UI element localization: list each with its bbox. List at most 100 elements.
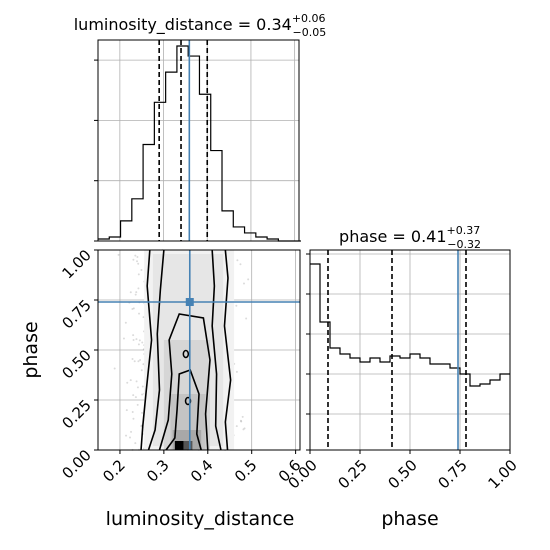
sample-point	[247, 278, 250, 281]
sample-point	[139, 359, 142, 362]
sample-point	[132, 334, 135, 337]
ld-hist-frame	[97, 39, 300, 242]
x-tick-label: 0.75	[434, 456, 470, 492]
sample-point	[133, 360, 136, 363]
sample-point	[125, 409, 128, 412]
sample-point	[131, 307, 134, 310]
sample-point	[141, 385, 144, 388]
x-axis-label-phase: phase	[381, 508, 438, 530]
sample-point	[134, 442, 137, 445]
2d-ytick-labels: 0.00 0.25 0.50 0.75 1.00	[58, 246, 98, 482]
sample-point	[131, 358, 134, 361]
sample-point	[235, 425, 238, 428]
title-minus: −0.32	[447, 238, 481, 251]
y-tick-label: 0.00	[58, 446, 94, 482]
y-tick-label: 1.00	[58, 246, 94, 282]
x-tick-label: 0.2	[99, 456, 129, 486]
2d-truth-marker	[185, 298, 194, 306]
ld-phase-2d-panel: 0.2 0.3 0.4 0.5 0.6 0.000.250.500.751.00 lum…	[20, 246, 304, 530]
ph-title: phase = 0.41+0.37 −0.32	[339, 224, 481, 251]
sample-point	[132, 258, 135, 261]
sample-point	[142, 316, 145, 319]
sample-point	[129, 291, 132, 294]
sample-point	[236, 259, 239, 262]
sample-point	[113, 367, 116, 370]
title-plus: +0.06	[292, 12, 326, 25]
contour-line	[140, 249, 153, 451]
sample-point	[242, 282, 245, 285]
sample-point	[136, 403, 139, 406]
y-tick-label: 0.25	[58, 396, 94, 432]
ph-histogram-step	[310, 263, 510, 387]
sample-point	[129, 436, 132, 439]
x-tick-label: 0.4	[187, 456, 217, 486]
ld-hist-yticks	[94, 59, 98, 242]
contour-line	[147, 249, 165, 451]
sample-point	[125, 434, 128, 437]
sample-point	[137, 343, 140, 346]
title-label: luminosity_distance = 0.34	[74, 15, 292, 35]
ld-histogram-step	[98, 45, 301, 242]
sample-point	[136, 256, 139, 259]
contour-line	[165, 368, 202, 451]
sample-point	[132, 307, 135, 310]
sample-point	[245, 317, 248, 320]
y-tick-label: 0.50	[58, 346, 94, 382]
density-cell	[174, 441, 184, 450]
sample-point	[141, 393, 144, 396]
sample-point	[141, 411, 144, 414]
sample-point	[137, 360, 140, 363]
contour-line	[211, 249, 222, 451]
sample-point	[132, 339, 135, 342]
y-tick-label: 0.75	[58, 296, 94, 332]
luminosity-distance-marginal-panel: luminosity_distance = 0.34+0.06 −0.05	[74, 12, 327, 242]
title-plus: +0.37	[447, 224, 481, 237]
sample-point	[141, 341, 144, 344]
y-axis-label-phase: phase	[20, 321, 42, 378]
sample-point	[135, 291, 138, 294]
sample-point	[117, 253, 120, 256]
sample-point	[235, 370, 238, 373]
sample-point	[235, 304, 238, 307]
x-axis-label-luminosity-distance: luminosity_distance	[106, 508, 295, 530]
sample-point	[134, 254, 137, 257]
sample-point	[243, 427, 246, 430]
sample-point	[138, 339, 141, 342]
contour-line	[223, 249, 232, 451]
sample-point	[136, 386, 139, 389]
contour-line	[158, 313, 211, 451]
sample-point	[126, 381, 129, 384]
sample-point	[124, 321, 127, 324]
contour-blob	[182, 349, 190, 359]
ph-hist-yticks	[306, 253, 310, 451]
2d-contours	[140, 249, 232, 451]
sample-point	[142, 363, 145, 366]
ld-hist-grid	[98, 40, 299, 242]
ph-quantile-lines	[327, 250, 467, 450]
x-tick-label: 0.5	[231, 456, 261, 486]
x-tick-label: 0.25	[334, 456, 370, 492]
sample-point	[136, 260, 139, 263]
title-minus: −0.05	[293, 26, 327, 39]
sample-point	[137, 273, 140, 276]
sample-point	[135, 380, 138, 383]
sample-point	[132, 417, 135, 420]
sample-point	[140, 369, 143, 372]
ld-title: luminosity_distance = 0.34+0.06 −0.05	[74, 12, 327, 39]
sample-point	[239, 419, 242, 422]
x-tick-label: 1.00	[484, 456, 520, 492]
sample-point	[135, 338, 138, 341]
sample-point	[122, 337, 125, 340]
phase-marginal-panel: 0.00 0.25 0.50 0.75 1.00 phase = 0.41+0.37 −0…	[284, 224, 520, 530]
x-tick-label: 0.3	[143, 456, 173, 486]
density-cell	[183, 441, 193, 450]
sample-point	[130, 430, 133, 433]
ph-xtick-labels: 0.00 0.25 0.50 0.75 1.00	[284, 450, 521, 492]
sample-point	[134, 396, 137, 399]
sample-point	[140, 425, 143, 428]
sample-point	[242, 428, 245, 431]
title-label: phase = 0.41	[339, 227, 446, 246]
sample-point	[137, 287, 140, 290]
sample-point	[138, 312, 141, 315]
